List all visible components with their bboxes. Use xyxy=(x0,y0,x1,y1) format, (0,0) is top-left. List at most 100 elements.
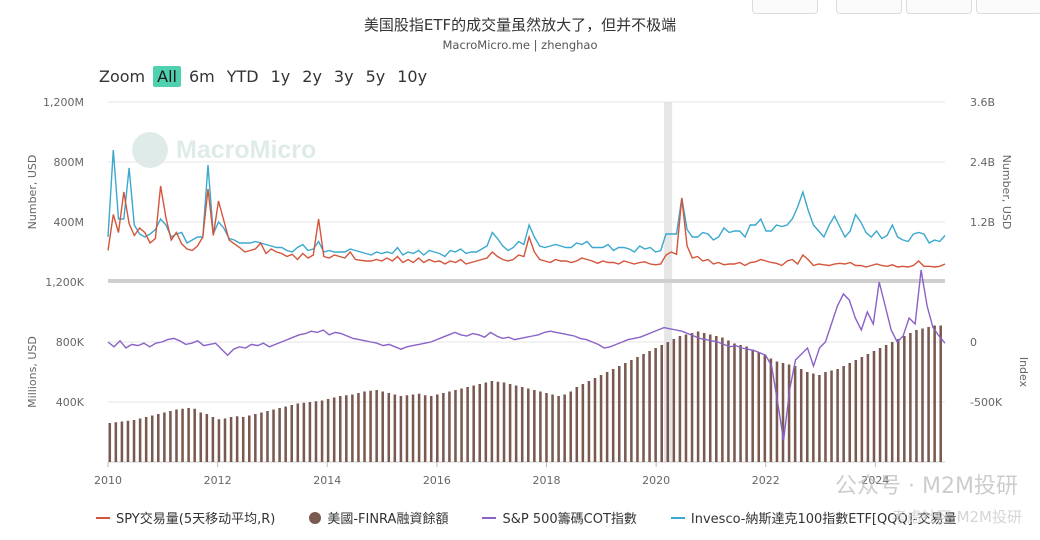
zoom-10y-button[interactable]: 10y xyxy=(397,67,428,86)
chart-legend: SPY交易量(5天移动平均,R) 美國-FINRA融資餘額 S&P 500籌碼C… xyxy=(96,508,956,527)
bar-finra-margin xyxy=(108,423,112,462)
y-tick-label-right-bottom: 0 xyxy=(970,336,977,349)
bar-finra-margin xyxy=(533,390,536,462)
bar-finra-margin xyxy=(454,390,457,462)
bar-finra-margin xyxy=(448,391,451,462)
legend-swatch xyxy=(670,516,685,519)
bar-finra-margin xyxy=(345,395,348,462)
bar-finra-margin xyxy=(721,337,724,462)
bar-finra-margin xyxy=(387,393,391,462)
x-tick-label: 2024 xyxy=(861,474,889,487)
bar-finra-margin xyxy=(429,396,433,462)
bar-finra-margin xyxy=(599,375,603,462)
bar-finra-margin xyxy=(551,394,554,462)
bar-finra-margin xyxy=(460,388,463,462)
bar-finra-margin xyxy=(320,400,324,462)
bar-finra-margin xyxy=(678,336,682,462)
bar-finra-margin xyxy=(260,412,263,462)
bar-finra-margin xyxy=(890,342,894,462)
legend-item-spy[interactable]: SPY交易量(5天移动平均,R) xyxy=(96,508,275,527)
bar-finra-margin xyxy=(502,382,506,462)
bar-finra-margin xyxy=(266,411,269,462)
bar-finra-margin xyxy=(157,414,160,462)
bar-finra-margin xyxy=(223,418,227,462)
bar-finra-margin xyxy=(909,333,912,462)
bar-finra-margin xyxy=(369,390,372,462)
zoom-2y-button[interactable]: 2y xyxy=(302,67,322,86)
bar-finra-margin xyxy=(472,385,475,462)
bar-finra-margin xyxy=(187,408,190,462)
bar-finra-margin xyxy=(496,381,500,462)
bar-finra-margin xyxy=(484,382,488,462)
bar-finra-margin xyxy=(351,394,354,462)
zoom-all-button[interactable]: All xyxy=(153,66,181,87)
bar-finra-margin xyxy=(205,414,209,462)
bar-finra-margin xyxy=(357,393,360,462)
toolbar-button[interactable] xyxy=(752,0,818,14)
bar-finra-margin xyxy=(138,418,142,462)
legend-label: Invesco-納斯達克100指數ETF[QQQ]-交易量 xyxy=(690,512,957,527)
bar-finra-margin xyxy=(272,409,275,462)
x-tick-label: 2020 xyxy=(642,474,670,487)
zoom-1y-button[interactable]: 1y xyxy=(270,67,291,86)
y-tick-label-right-top: 1.2B xyxy=(970,216,995,229)
bar-finra-margin xyxy=(478,384,482,462)
y-axis-label-left-top: Number, USD xyxy=(26,155,39,230)
bar-finra-margin xyxy=(884,345,888,462)
bar-finra-margin xyxy=(332,397,336,462)
bar-finra-margin xyxy=(308,402,312,462)
y-axis-label-right-bottom: Index xyxy=(1017,357,1030,388)
bar-finra-margin xyxy=(126,420,130,462)
bar-finra-margin xyxy=(921,328,924,462)
bar-finra-margin xyxy=(593,378,597,462)
y-tick-label-left-bottom: 1,200K xyxy=(45,276,84,289)
bar-finra-margin xyxy=(702,333,706,462)
bar-finra-margin xyxy=(169,411,172,462)
bar-finra-margin xyxy=(660,345,663,462)
bar-finra-margin xyxy=(672,339,676,462)
bar-finra-margin xyxy=(836,369,839,462)
series-line-qqq xyxy=(107,149,946,258)
bar-finra-margin xyxy=(144,417,148,462)
zoom-5y-button[interactable]: 5y xyxy=(365,67,386,86)
bar-finra-margin xyxy=(181,408,184,462)
zoom-3y-button[interactable]: 3y xyxy=(333,67,354,86)
bar-finra-margin xyxy=(229,417,233,462)
bar-finra-margin xyxy=(193,408,196,462)
toolbar-button[interactable] xyxy=(976,0,1040,14)
bar-finra-margin xyxy=(557,396,560,462)
x-tick-label: 2010 xyxy=(94,474,122,487)
zoom-6m-button[interactable]: 6m xyxy=(188,67,215,86)
bar-finra-margin xyxy=(163,412,166,462)
bar-finra-margin xyxy=(733,343,736,462)
x-tick-label: 2022 xyxy=(752,474,780,487)
legend-item-qqq[interactable]: Invesco-納斯達克100指數ETF[QQQ]-交易量 xyxy=(670,508,957,527)
legend-swatch xyxy=(309,511,322,524)
bar-finra-margin xyxy=(903,336,906,462)
bar-finra-margin xyxy=(375,390,378,462)
bar-finra-margin xyxy=(120,421,124,462)
legend-label: SPY交易量(5天移动平均,R) xyxy=(116,512,276,527)
bar-finra-margin xyxy=(411,394,415,462)
toolbar-button[interactable] xyxy=(836,0,902,14)
bar-finra-margin xyxy=(539,391,542,462)
bar-finra-margin xyxy=(848,363,852,462)
zoom-ytd-button[interactable]: YTD xyxy=(226,67,259,86)
bar-finra-margin xyxy=(442,393,445,462)
bar-finra-margin xyxy=(490,381,494,462)
bar-finra-margin xyxy=(150,415,154,462)
y-tick-label-left-top: 800M xyxy=(54,156,85,169)
bar-finra-margin xyxy=(842,366,845,462)
legend-item-cot[interactable]: S&P 500籌碼COT指數 xyxy=(482,508,637,527)
bar-finra-margin xyxy=(769,358,773,462)
bar-finra-margin xyxy=(423,395,427,462)
toolbar-button[interactable] xyxy=(906,0,972,14)
y-tick-label-right-bottom: -500K xyxy=(970,396,1003,409)
panel-separator xyxy=(108,279,945,283)
x-tick-label: 2018 xyxy=(533,474,561,487)
bar-finra-margin xyxy=(630,360,633,462)
legend-item-finra[interactable]: 美國-FINRA融資餘額 xyxy=(309,508,448,527)
bar-finra-margin xyxy=(381,391,384,462)
chart-subtitle: MacroMicro.me | zhenghao xyxy=(442,38,598,52)
bar-finra-margin xyxy=(624,363,627,462)
